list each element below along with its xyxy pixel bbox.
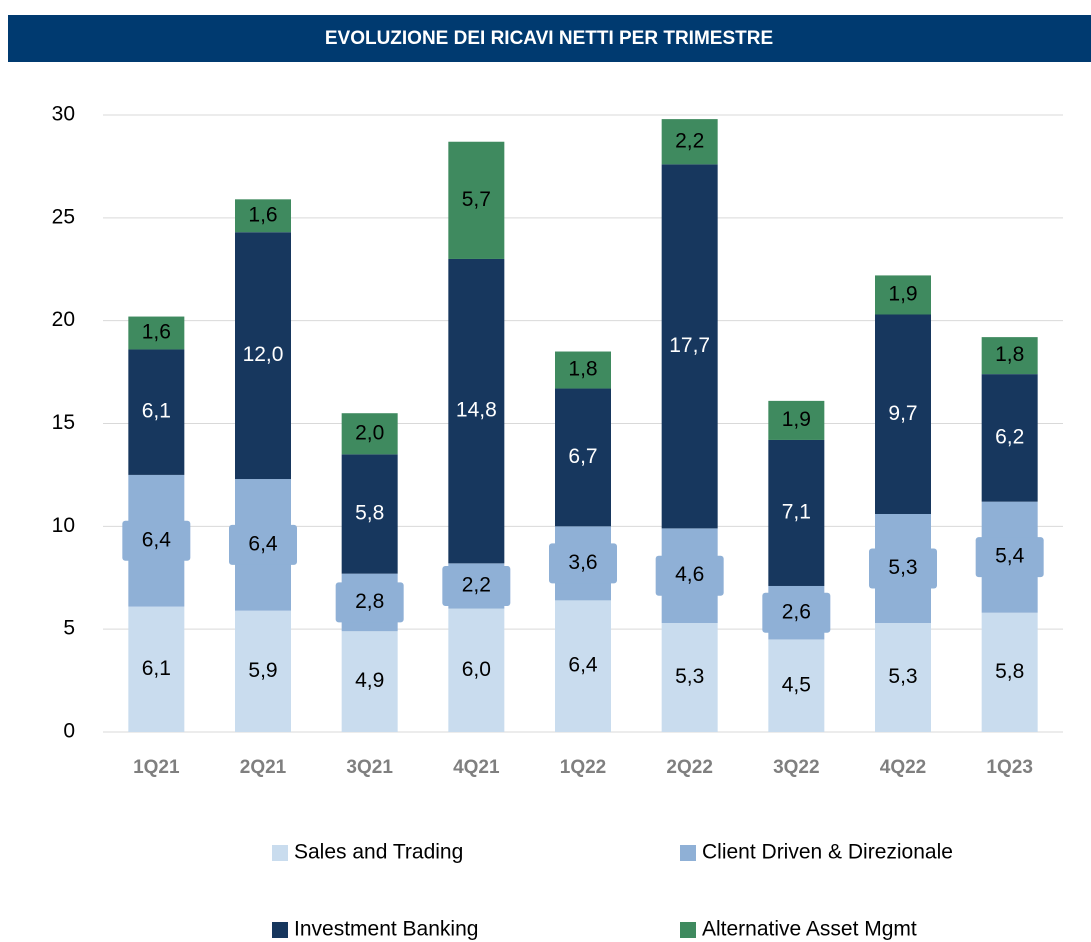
bar-segment (875, 314, 931, 514)
bar-segment (448, 258, 505, 564)
bar-segment (768, 639, 825, 732)
x-tick-label: 3Q21 (346, 757, 393, 778)
data-label: 5,9 (248, 659, 277, 682)
data-label: 4,6 (675, 563, 704, 586)
data-label: 5,4 (995, 545, 1025, 568)
data-label-box (229, 524, 297, 565)
bar-segment (235, 232, 291, 480)
legend-label: Investment Banking (294, 918, 478, 941)
data-label-box (655, 555, 724, 596)
bar-segment (768, 400, 825, 440)
x-tick-label: 4Q21 (453, 757, 500, 778)
data-label: 3,6 (568, 551, 597, 574)
bar-segment (661, 622, 718, 732)
bar-segment (341, 454, 398, 574)
bar-segment (555, 600, 611, 732)
data-label: 2,2 (675, 129, 704, 152)
y-tick-label: 0 (63, 720, 75, 743)
bar-segment (875, 622, 931, 732)
bar-segment (555, 388, 611, 527)
legend-swatch (272, 922, 288, 938)
data-label: 5,3 (888, 665, 917, 688)
bar-segment (341, 413, 398, 455)
bar-segment (555, 351, 611, 389)
data-label-box (442, 565, 511, 606)
data-label-box (335, 582, 404, 623)
legend-label: Client Driven & Direzionale (702, 841, 953, 864)
bar-segment (128, 316, 185, 350)
data-label: 6,0 (462, 658, 491, 681)
data-label: 4,9 (355, 669, 384, 692)
x-tick-label: 1Q23 (986, 757, 1032, 778)
legend-label: Sales and Trading (294, 841, 463, 864)
data-label: 5,3 (888, 556, 917, 579)
data-label-box (762, 592, 831, 633)
legend-swatch (680, 922, 696, 938)
bar-segment (235, 199, 291, 233)
legend-swatch (680, 845, 696, 861)
y-tick-label: 25 (52, 205, 75, 228)
data-label: 17,7 (669, 334, 710, 357)
data-label: 6,4 (142, 528, 172, 551)
data-label: 5,8 (355, 502, 384, 525)
bar-segment (981, 374, 1038, 502)
bar-segment (235, 610, 291, 732)
y-tick-label: 10 (52, 514, 75, 537)
y-tick-label: 20 (52, 308, 75, 331)
data-label: 2,0 (355, 421, 384, 444)
x-tick-label: 4Q22 (880, 757, 926, 778)
bar-segment (661, 119, 718, 165)
x-tick-label: 1Q22 (560, 757, 606, 778)
data-label: 7,1 (782, 501, 811, 524)
data-label: 14,8 (456, 399, 497, 422)
data-label: 6,1 (142, 657, 171, 680)
bar-segment (768, 439, 825, 586)
x-tick-label: 3Q22 (773, 757, 819, 778)
data-label: 1,8 (568, 358, 597, 381)
data-label: 1,9 (888, 283, 917, 306)
chart-title: EVOLUZIONE DEI RICAVI NETTI PER TRIMESTR… (325, 28, 773, 49)
x-tick-label: 2Q22 (666, 757, 712, 778)
data-label: 5,3 (675, 665, 704, 688)
data-label: 2,8 (355, 590, 384, 613)
data-label-box (122, 520, 191, 561)
bar-segment (128, 606, 185, 732)
y-tick-label: 15 (52, 411, 75, 434)
data-label: 2,2 (462, 574, 491, 597)
data-label: 1,6 (142, 321, 171, 344)
data-label: 1,6 (248, 203, 277, 226)
data-label: 6,4 (248, 532, 278, 555)
data-label: 4,5 (782, 673, 811, 696)
title-bar (8, 15, 1091, 62)
bar-segment (448, 608, 505, 732)
y-tick-label: 30 (52, 103, 75, 126)
bar-segment (661, 164, 718, 529)
data-label-box (975, 537, 1044, 578)
bar-segment (981, 337, 1038, 375)
data-label: 6,2 (995, 425, 1024, 448)
legend-swatch (272, 845, 288, 861)
data-label: 6,7 (568, 445, 597, 468)
data-label: 12,0 (243, 343, 284, 366)
bar-segment (128, 349, 185, 475)
data-label: 5,7 (462, 188, 491, 211)
legend-label: Alternative Asset Mgmt (702, 918, 917, 941)
bar-segment (448, 141, 505, 259)
x-tick-label: 2Q21 (240, 757, 287, 778)
data-label: 5,8 (995, 660, 1024, 683)
data-label-box (549, 543, 617, 584)
data-label: 6,1 (142, 400, 171, 423)
y-tick-label: 5 (63, 617, 75, 640)
x-tick-label: 1Q21 (133, 757, 180, 778)
data-label: 2,6 (782, 600, 811, 623)
data-label: 9,7 (888, 402, 917, 425)
data-label: 1,9 (782, 408, 811, 431)
data-label: 6,4 (568, 654, 598, 677)
bar-segment (875, 275, 931, 315)
data-label-box (869, 548, 937, 589)
data-label: 1,8 (995, 343, 1024, 366)
bar-segment (341, 631, 398, 732)
bar-segment (981, 612, 1038, 732)
